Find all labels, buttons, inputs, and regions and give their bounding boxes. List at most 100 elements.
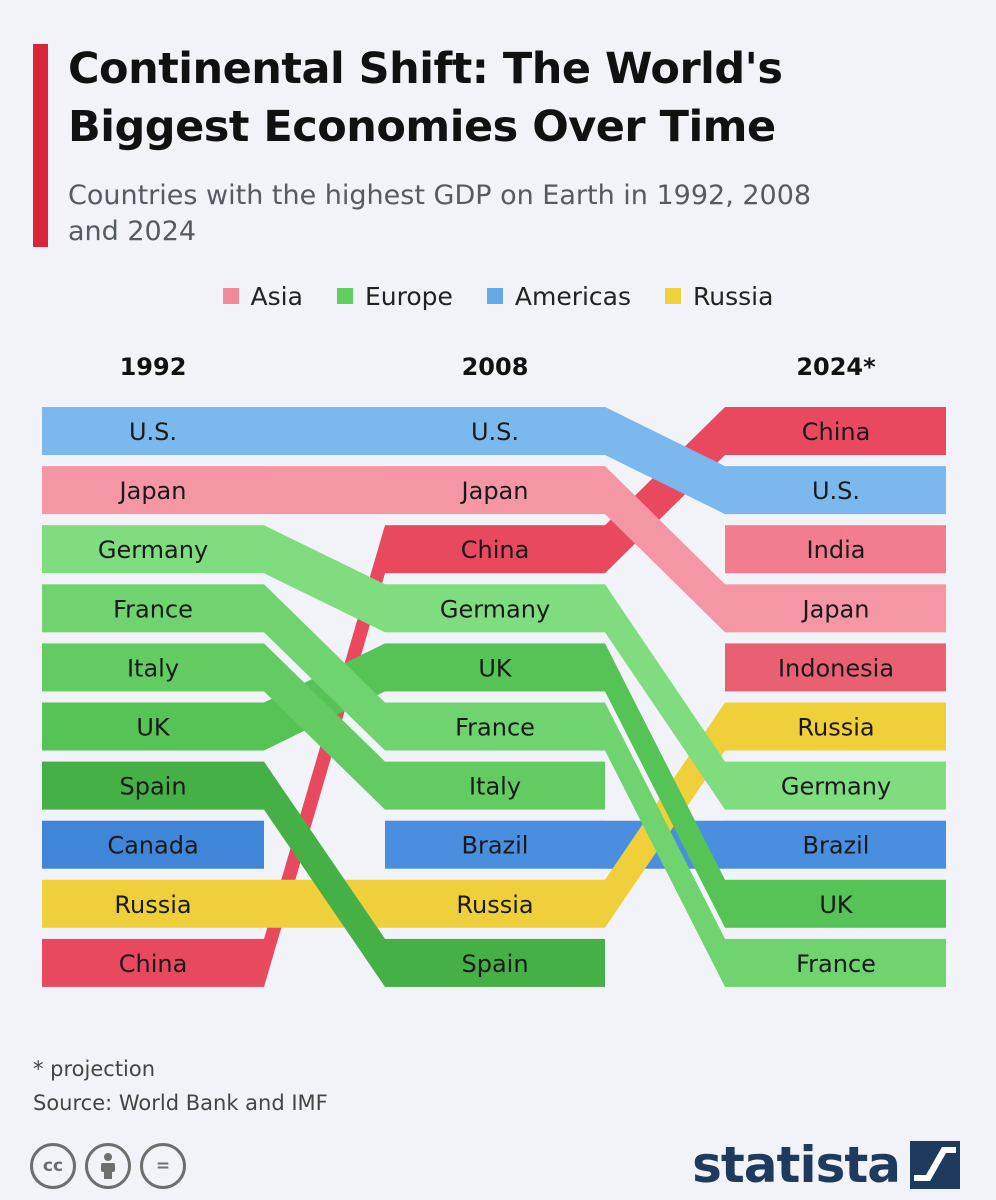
legend-item-russia: Russia: [665, 282, 773, 311]
band-japan-1: [385, 466, 605, 515]
band-germany-0: [42, 525, 264, 574]
label-russia-2: Russia: [797, 714, 874, 742]
statista-wordmark: statista: [692, 1136, 901, 1194]
connector-china-0: [264, 525, 385, 987]
person-icon: [101, 1153, 115, 1179]
year-header-0: 1992: [120, 353, 187, 381]
footnote: * projection Source: World Bank and IMF: [33, 1052, 328, 1120]
series-india: [725, 525, 946, 574]
band-us-2: [725, 466, 946, 515]
no-derivatives-icon[interactable]: =: [140, 1143, 186, 1189]
label-indonesia-2: Indonesia: [778, 654, 894, 682]
statista-brand[interactable]: statista: [692, 1136, 960, 1194]
label-us-2: U.S.: [812, 477, 860, 505]
band-japan-2: [725, 584, 946, 633]
label-brazil-1: Brazil: [462, 832, 529, 860]
band-spain-1: [385, 938, 605, 987]
chart-title: Continental Shift: The World's Biggest E…: [68, 44, 783, 152]
license-icons: cc =: [30, 1143, 186, 1189]
year-header-2: 2024*: [796, 353, 876, 381]
band-france-0: [42, 584, 264, 633]
label-spain-1: Spain: [461, 950, 528, 978]
legend-swatch-asia: [222, 288, 239, 304]
connector-italy-0: [264, 643, 385, 810]
label-russia-0: Russia: [114, 891, 191, 919]
band-china-0: [42, 938, 264, 987]
connector-germany-0: [264, 525, 385, 633]
label-france-2: France: [796, 950, 876, 978]
band-china-1: [385, 525, 605, 574]
source-note: Source: World Bank and IMF: [33, 1091, 328, 1115]
legend-swatch-russia: [665, 288, 682, 304]
band-us-1: [385, 407, 605, 455]
band-russia-1: [385, 879, 605, 928]
band-uk-1: [385, 643, 605, 692]
label-germany-0: Germany: [98, 536, 208, 564]
label-china-2: China: [802, 418, 871, 446]
connector-uk-0: [264, 643, 385, 751]
band-us-0: [42, 407, 264, 455]
band-italy-1: [385, 761, 605, 810]
label-us-1: U.S.: [471, 418, 519, 446]
band-uk-0: [42, 702, 264, 751]
series-canada: [42, 820, 264, 869]
band-france-2: [725, 938, 946, 987]
label-italy-0: Italy: [127, 654, 179, 682]
bump-chart: 1992 2008 2024* U.S. U.S. U.S. Japan Japan Japan…: [42, 353, 946, 987]
connector-germany-1: [605, 584, 725, 810]
label-japan-2: Japan: [801, 595, 870, 623]
series-uk: [42, 643, 946, 928]
legend-label-russia: Russia: [693, 281, 774, 311]
legend-swatch-europe: [336, 288, 353, 304]
label-japan-0: Japan: [118, 477, 187, 505]
label-russia-1: Russia: [456, 891, 533, 919]
projection-note: * projection: [33, 1057, 156, 1081]
legend-item-asia: Asia: [222, 281, 303, 311]
legend-item-europe: Europe: [336, 281, 453, 311]
connector-us-1: [605, 407, 725, 515]
band-indonesia-2: [725, 643, 946, 692]
label-us-0: U.S.: [129, 418, 177, 446]
creative-commons-icon[interactable]: cc: [30, 1143, 76, 1189]
band-france-1: [385, 702, 605, 751]
band-italy-0: [42, 643, 264, 692]
connector-france-1: [605, 702, 725, 987]
chart-subtitle: Countries with the highest GDP on Earth …: [68, 180, 812, 247]
series-italy: [42, 643, 605, 810]
band-russia-2: [725, 702, 946, 751]
year-header-1: 2008: [462, 353, 529, 381]
legend-label-europe: Europe: [364, 281, 453, 311]
band-canada-0: [42, 820, 264, 869]
series-spain: [42, 761, 605, 987]
band-brazil-2: [725, 820, 946, 869]
label-uk-1: UK: [478, 654, 513, 682]
connector-spain-0: [264, 761, 385, 987]
label-brazil-2: Brazil: [803, 832, 870, 860]
band-india-2: [725, 525, 946, 574]
legend-label-americas: Americas: [514, 281, 632, 311]
label-china-1: China: [461, 536, 530, 564]
legend-label-asia: Asia: [250, 281, 303, 311]
band-brazil-1: [385, 820, 605, 869]
band-germany-1: [385, 584, 605, 633]
band-spain-0: [42, 761, 264, 810]
series-japan: [42, 466, 946, 633]
legend-item-americas: Americas: [486, 281, 632, 311]
series-germany: [42, 525, 946, 810]
attribution-icon[interactable]: [85, 1143, 131, 1189]
label-germany-1: Germany: [440, 595, 550, 623]
connector-france-0: [264, 584, 385, 751]
label-uk-2: UK: [819, 891, 854, 919]
label-spain-0: Spain: [119, 773, 186, 801]
label-france-1: France: [455, 714, 535, 742]
connector-uk-1: [605, 643, 725, 928]
legend: Asia Europe Americas Russia: [0, 280, 996, 312]
label-italy-1: Italy: [469, 773, 521, 801]
band-uk-2: [725, 879, 946, 928]
connector-japan-0: [264, 466, 385, 515]
label-uk-0: UK: [136, 714, 171, 742]
title-accent-bar: [33, 44, 48, 247]
connector-us-0: [264, 407, 385, 455]
series-us: [42, 407, 946, 515]
connector-japan-1: [605, 466, 725, 633]
